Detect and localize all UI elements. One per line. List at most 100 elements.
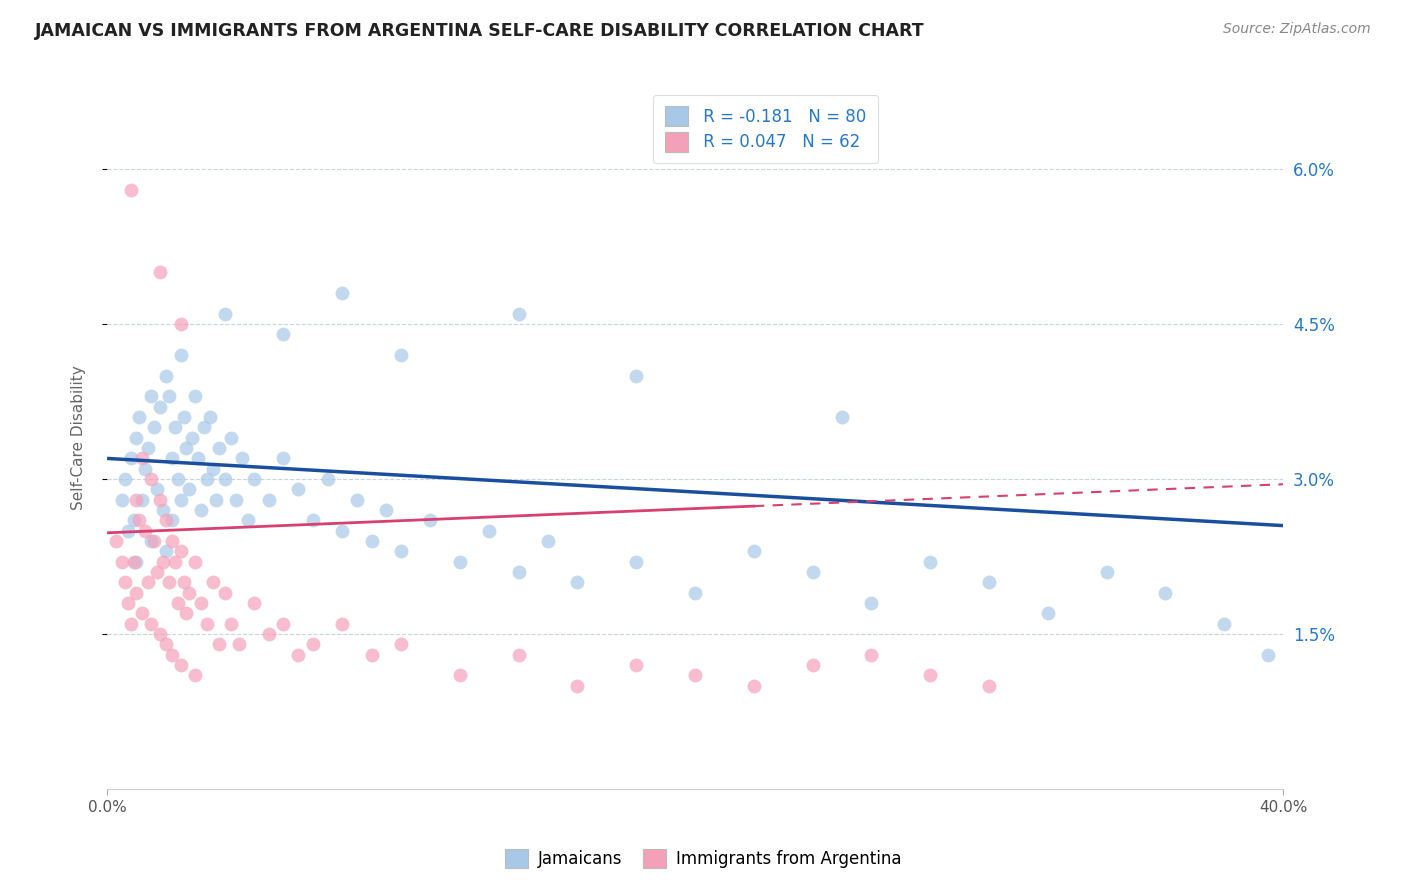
Point [214, 472, 236, 486]
Point [1036, 607, 1059, 621]
Point [801, 565, 824, 579]
Point [214, 586, 236, 600]
Point [208, 637, 231, 651]
Point [238, 513, 260, 527]
Point [626, 658, 648, 673]
Point [120, 616, 142, 631]
Point [273, 451, 295, 466]
Legend:  R = -0.181   N = 80,  R = 0.047   N = 62: R = -0.181 N = 80, R = 0.047 N = 62 [654, 95, 879, 163]
Point [346, 492, 368, 507]
Point [136, 441, 159, 455]
Point [179, 586, 201, 600]
Point [131, 607, 153, 621]
Point [169, 544, 191, 558]
Point [163, 420, 186, 434]
Point [187, 451, 209, 466]
Text: JAMAICAN VS IMMIGRANTS FROM ARGENTINA SELF-CARE DISABILITY CORRELATION CHART: JAMAICAN VS IMMIGRANTS FROM ARGENTINA SE… [35, 22, 925, 40]
Point [134, 462, 156, 476]
Point [173, 575, 195, 590]
Point [567, 575, 589, 590]
Point [149, 492, 172, 507]
Point [977, 679, 1000, 693]
Point [389, 348, 412, 362]
Point [155, 513, 177, 527]
Point [1213, 616, 1236, 631]
Point [181, 431, 204, 445]
Point [1257, 648, 1279, 662]
Point [330, 524, 353, 538]
Point [166, 596, 188, 610]
Point [508, 307, 530, 321]
Point [228, 637, 250, 651]
Point [152, 555, 174, 569]
Point [860, 596, 883, 610]
Point [360, 648, 382, 662]
Point [302, 637, 325, 651]
Point [125, 555, 148, 569]
Point [231, 451, 253, 466]
Point [149, 627, 172, 641]
Point [419, 513, 441, 527]
Point [141, 389, 163, 403]
Point [155, 544, 177, 558]
Point [195, 616, 218, 631]
Point [160, 648, 183, 662]
Point [389, 544, 412, 558]
Point [742, 544, 765, 558]
Point [117, 596, 139, 610]
Point [169, 658, 191, 673]
Point [111, 492, 134, 507]
Point [683, 586, 706, 600]
Point [169, 348, 191, 362]
Point [977, 575, 1000, 590]
Point [128, 513, 150, 527]
Point [375, 503, 398, 517]
Point [143, 420, 166, 434]
Point [257, 627, 280, 641]
Point [169, 492, 191, 507]
Point [114, 472, 136, 486]
Point [149, 400, 172, 414]
Point [273, 616, 295, 631]
Point [141, 534, 163, 549]
Point [176, 607, 198, 621]
Point [287, 483, 309, 497]
Point [742, 679, 765, 693]
Point [122, 555, 145, 569]
Point [449, 668, 471, 682]
Point [219, 431, 242, 445]
Point [117, 524, 139, 538]
Point [243, 472, 266, 486]
Point [508, 648, 530, 662]
Point [157, 389, 180, 403]
Point [146, 483, 169, 497]
Point [478, 524, 501, 538]
Point [201, 462, 224, 476]
Point [173, 410, 195, 425]
Point [330, 286, 353, 301]
Point [146, 565, 169, 579]
Point [302, 513, 325, 527]
Point [120, 451, 142, 466]
Point [184, 668, 207, 682]
Point [111, 555, 134, 569]
Point [1154, 586, 1177, 600]
Point [152, 503, 174, 517]
Point [330, 616, 353, 631]
Point [219, 616, 242, 631]
Point [179, 483, 201, 497]
Point [683, 668, 706, 682]
Point [508, 565, 530, 579]
Point [160, 451, 183, 466]
Point [155, 368, 177, 383]
Point [195, 472, 218, 486]
Point [243, 596, 266, 610]
Point [120, 183, 142, 197]
Point [143, 534, 166, 549]
Point [225, 492, 247, 507]
Point [190, 596, 212, 610]
Point [104, 534, 127, 549]
Point [169, 317, 191, 331]
Point [257, 492, 280, 507]
Point [125, 492, 148, 507]
